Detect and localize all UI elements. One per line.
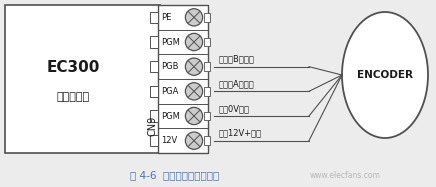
Circle shape <box>185 58 203 75</box>
Bar <box>204 87 210 96</box>
Text: PGM: PGM <box>161 111 180 120</box>
Text: 12V: 12V <box>161 136 177 145</box>
Text: PE: PE <box>161 13 171 22</box>
Text: PGM: PGM <box>161 38 180 47</box>
Text: 电源0V输出: 电源0V输出 <box>219 104 250 113</box>
Circle shape <box>185 132 203 149</box>
Text: CN9: CN9 <box>147 116 157 137</box>
Text: ENCODER: ENCODER <box>357 70 413 80</box>
Ellipse shape <box>342 12 428 138</box>
Circle shape <box>185 33 203 51</box>
Bar <box>158 5 208 153</box>
Bar <box>204 112 210 120</box>
Bar <box>150 12 158 23</box>
Text: 编码器B相信号: 编码器B相信号 <box>219 55 255 64</box>
Bar <box>204 136 210 145</box>
Bar <box>204 62 210 71</box>
Bar <box>150 36 158 47</box>
Text: www.elecfans.com: www.elecfans.com <box>310 171 381 180</box>
Text: PGB: PGB <box>161 62 178 71</box>
Circle shape <box>185 83 203 100</box>
Text: 智能整体机: 智能整体机 <box>57 92 90 102</box>
Text: PGA: PGA <box>161 87 178 96</box>
Bar <box>150 135 158 146</box>
Circle shape <box>185 9 203 26</box>
Text: 编码器A相信号: 编码器A相信号 <box>219 79 255 88</box>
Text: EC300: EC300 <box>47 60 100 75</box>
Text: 电源12V+输出: 电源12V+输出 <box>219 129 262 138</box>
Bar <box>150 86 158 97</box>
Circle shape <box>185 107 203 125</box>
Text: 图 4-6  异步主机编码器接线: 图 4-6 异步主机编码器接线 <box>130 170 219 180</box>
Bar <box>150 111 158 122</box>
Bar <box>150 61 158 72</box>
Bar <box>204 38 210 46</box>
Bar <box>204 13 210 22</box>
Bar <box>5 5 160 153</box>
